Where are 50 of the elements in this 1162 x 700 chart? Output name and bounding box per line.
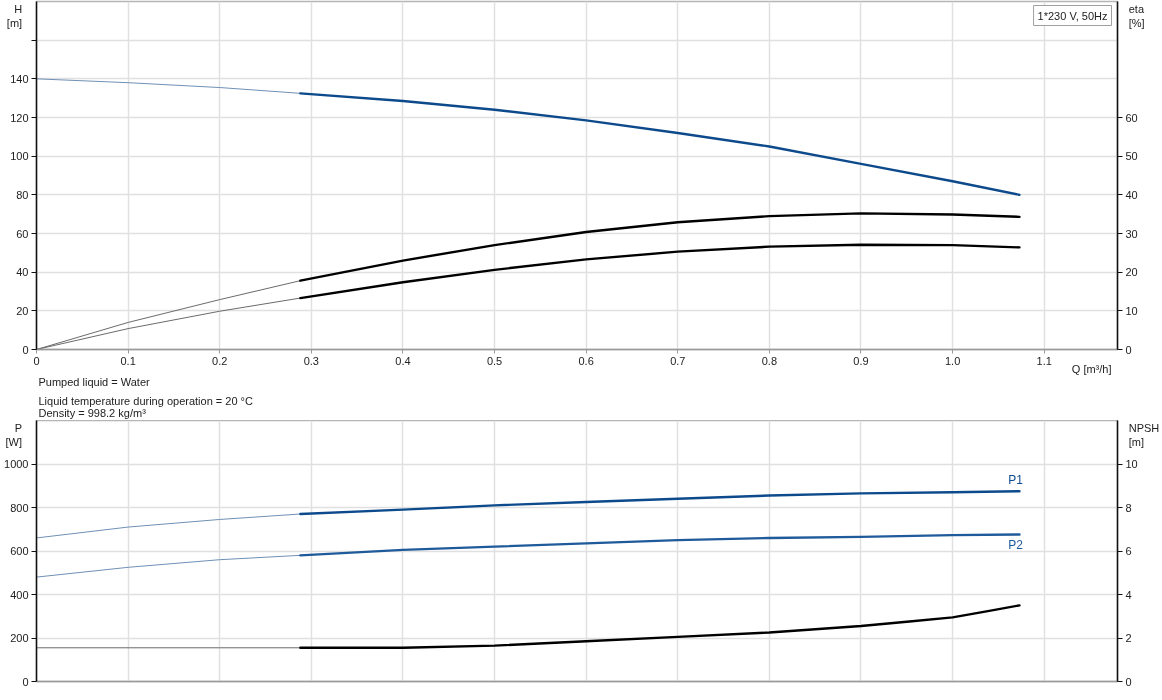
- y-tick-label: 140: [10, 72, 29, 85]
- y-axis-title: P [W]: [5, 421, 23, 449]
- y2-axis-title: NPSH [m]: [1128, 421, 1160, 449]
- y-tick-label: 100: [10, 150, 29, 163]
- y2-tick-label: 10: [1125, 304, 1138, 317]
- y2-tick-label: 60: [1125, 111, 1138, 124]
- x-tick-label: 1.1: [1036, 354, 1052, 367]
- text: 1*230 V, 50Hz: [1037, 9, 1108, 22]
- y-tick-label: 40: [16, 266, 29, 279]
- x-tick-label: 0.8: [761, 354, 778, 367]
- x-tick-label: 0.4: [395, 354, 411, 367]
- x-tick-label: 0.2: [212, 354, 228, 367]
- y-tick-label: 120: [10, 111, 29, 124]
- series-label: P1: [1008, 473, 1024, 488]
- y-tick-label: 0: [22, 675, 29, 688]
- x-tick-label: 0.5: [486, 354, 503, 367]
- text: Pumped liquid = Water: [38, 375, 151, 388]
- y-tick-label: 60: [16, 227, 29, 240]
- y2-tick-label: 6: [1125, 545, 1132, 557]
- y-tick-label: 20: [16, 304, 29, 317]
- y2-tick-label: 40: [1125, 188, 1138, 201]
- text: Liquid temperature during operation = 20 °C: [38, 394, 254, 407]
- x-tick-label: 0.3: [303, 354, 319, 367]
- x-tick-label: 0.1: [120, 354, 136, 367]
- y-tick-label: 400: [10, 588, 29, 601]
- y2-tick-label: 8: [1125, 501, 1132, 514]
- y-tick-label: 80: [16, 188, 29, 201]
- y2-axis-title: eta [%]: [1128, 2, 1145, 30]
- y-tick-label: 0: [22, 343, 29, 356]
- y2-tick-label: 0: [1125, 675, 1132, 688]
- series-label: P2: [1008, 538, 1024, 553]
- y2-tick-label: 50: [1125, 150, 1138, 163]
- text: Density = 998.2 kg/m³: [38, 406, 147, 419]
- x-tick-label: 0: [33, 354, 40, 367]
- y-axis-title: H [m]: [6, 2, 23, 30]
- y-tick-label: 1000: [4, 458, 29, 470]
- x-tick-label: 0.6: [578, 354, 594, 367]
- x-axis-title: Q [m³/h]: [1071, 363, 1112, 375]
- x-tick-label: 0.7: [670, 354, 686, 367]
- y2-tick-label: 0: [1125, 343, 1132, 356]
- y2-tick-label: 30: [1125, 227, 1138, 240]
- y2-tick-label: 4: [1125, 588, 1132, 601]
- x-tick-label: 1.0: [944, 354, 961, 367]
- x-tick-label: 0.9: [853, 354, 869, 367]
- y2-tick-label: 2: [1125, 632, 1132, 644]
- y-tick-label: 800: [10, 501, 29, 514]
- y-tick-label: 600: [10, 545, 29, 557]
- y-tick-label: 200: [10, 632, 29, 644]
- y2-tick-label: 20: [1125, 266, 1138, 279]
- y2-tick-label: 10: [1125, 458, 1138, 470]
